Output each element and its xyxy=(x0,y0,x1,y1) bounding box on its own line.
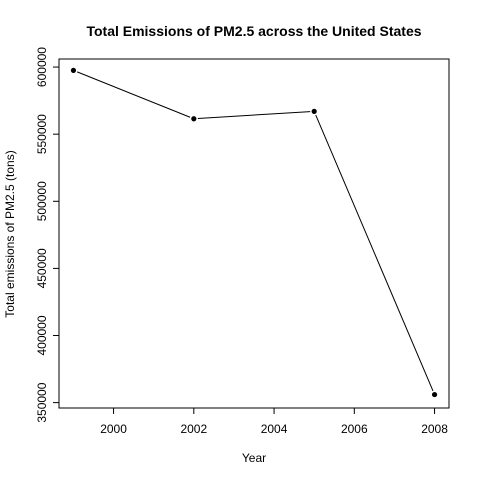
data-point xyxy=(311,108,317,114)
x-tick-label: 2002 xyxy=(180,422,207,436)
data-point xyxy=(70,67,77,74)
data-point xyxy=(191,116,197,122)
x-axis-label: Year xyxy=(242,451,266,465)
data-point xyxy=(431,391,438,398)
x-tick-label: 2008 xyxy=(421,422,448,436)
plot-area-border xyxy=(58,58,450,409)
x-axis: 2000 2002 2004 2006 2008 xyxy=(100,408,448,436)
y-tick-label: 600000 xyxy=(35,47,49,87)
x-tick-label: 2004 xyxy=(261,422,288,436)
x-tick-label: 2000 xyxy=(100,422,127,436)
chart-title: Total Emissions of PM2.5 across the Unit… xyxy=(86,23,421,39)
y-axis: 350000 400000 450000 500000 550000 600000 xyxy=(35,47,59,423)
y-tick-label: 500000 xyxy=(35,181,49,221)
x-tick-label: 2006 xyxy=(341,422,368,436)
y-tick-label: 400000 xyxy=(35,315,49,355)
y-tick-label: 550000 xyxy=(35,114,49,154)
series-line-segment xyxy=(197,111,311,119)
series-layer xyxy=(70,67,438,398)
y-axis-label: Total emissions of PM2.5 (tons) xyxy=(3,150,17,317)
y-tick-label: 450000 xyxy=(35,248,49,288)
y-tick-label: 350000 xyxy=(35,382,49,422)
series-line-segment xyxy=(76,71,191,118)
series-line-segment xyxy=(315,114,434,392)
